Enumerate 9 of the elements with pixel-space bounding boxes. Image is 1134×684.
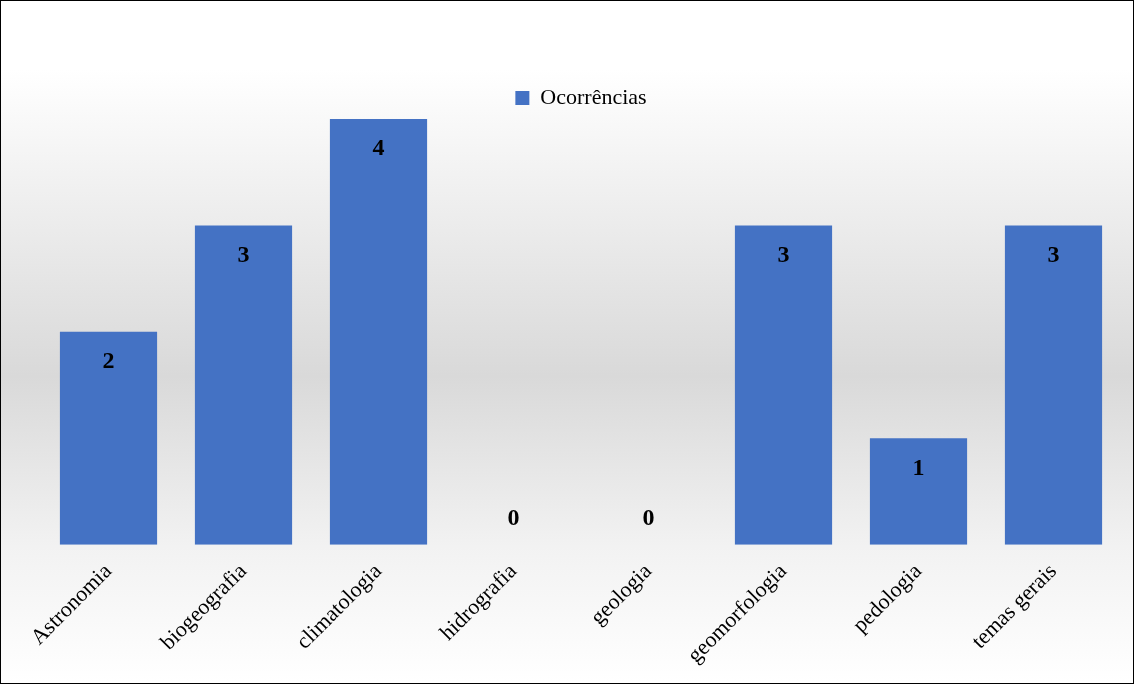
data-label: 3 — [777, 240, 790, 267]
data-label: 3 — [237, 240, 250, 267]
legend-label: Ocorrências — [540, 83, 647, 109]
data-label: 2 — [102, 347, 115, 374]
data-label: 0 — [642, 503, 655, 530]
data-label: 1 — [912, 453, 925, 480]
data-label: 3 — [1047, 240, 1060, 267]
data-label: 0 — [507, 503, 520, 530]
data-label: 4 — [372, 134, 385, 161]
